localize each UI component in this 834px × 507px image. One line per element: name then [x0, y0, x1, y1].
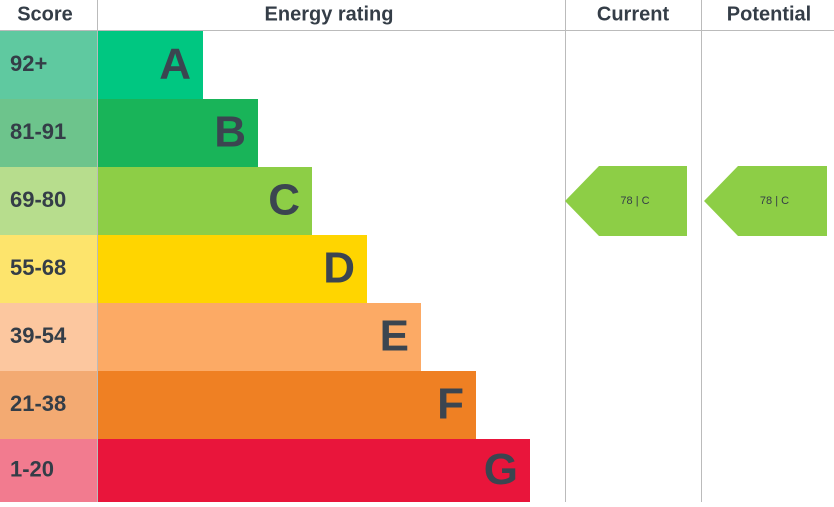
current-label: 78 | C	[620, 195, 649, 207]
current-arrow	[565, 166, 687, 236]
rating-letter: F	[437, 380, 464, 429]
rating-bar	[98, 167, 312, 235]
rating-bar	[98, 303, 421, 371]
score-label: 55-68	[10, 255, 66, 280]
score-label: 81-91	[10, 119, 66, 144]
rating-letter: G	[484, 445, 518, 494]
score-cell	[0, 167, 97, 235]
header-score: Score	[17, 3, 73, 25]
score-label: 39-54	[10, 323, 67, 348]
rating-letter: B	[214, 108, 246, 157]
rating-bar	[98, 31, 203, 99]
rating-bar	[98, 371, 476, 439]
rating-bar	[98, 99, 258, 167]
score-label: 21-38	[10, 391, 66, 416]
potential-label: 78 | C	[760, 195, 789, 207]
header-potential: Potential	[727, 3, 811, 25]
rating-letter: A	[159, 40, 191, 89]
score-cell	[0, 235, 97, 303]
rating-bar	[98, 235, 367, 303]
score-cell	[0, 31, 97, 99]
score-cell	[0, 439, 97, 502]
header-rating: Energy rating	[265, 3, 394, 25]
score-label: 92+	[10, 51, 47, 76]
rating-letter: D	[323, 244, 355, 293]
rating-letter: C	[268, 176, 300, 225]
score-cell	[0, 99, 97, 167]
rating-letter: E	[380, 312, 409, 361]
potential-arrow	[704, 166, 827, 236]
header-current: Current	[597, 3, 670, 25]
score-label: 1-20	[10, 456, 54, 481]
score-label: 69-80	[10, 187, 66, 212]
score-cell	[0, 303, 97, 371]
rating-bar	[98, 439, 530, 502]
score-cell	[0, 371, 97, 439]
